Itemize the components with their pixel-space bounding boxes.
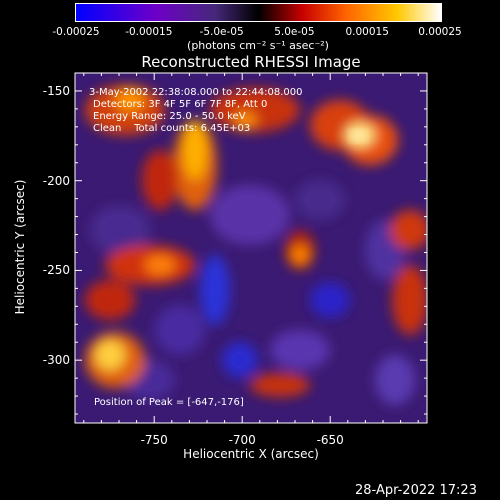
- x-tick-label: -650: [316, 433, 344, 447]
- colorbar: [75, 3, 442, 22]
- colorbar-tick-label: -0.00025: [52, 26, 100, 38]
- annotation-total-counts: Clean Total counts: 6.45E+03: [93, 123, 251, 134]
- annotation-time-range: 3-May-2002 22:38:08.000 to 22:44:08.000: [89, 87, 303, 98]
- colorbar-units-label: (photons cm⁻² s⁻¹ asec⁻²): [187, 39, 329, 52]
- footer-timestamp: 28-Apr-2022 17:23: [355, 483, 477, 498]
- heatmap-image: [75, 73, 427, 423]
- colorbar-tick-label: 0.00015: [345, 26, 389, 38]
- chart-title: Reconstructed RHESSI Image: [141, 53, 361, 71]
- axis-ticks: [75, 72, 427, 423]
- colorbar-tick-label: 5.0e-05: [274, 26, 315, 38]
- x-tick-label: -700: [228, 433, 256, 447]
- colorbar-tick-label: 0.00025: [418, 26, 462, 38]
- colorbar-tick-label: -5.0e-05: [199, 26, 244, 38]
- y-tick-label: -300: [42, 353, 70, 368]
- annotation-peak-position: Position of Peak = [-647,-176]: [94, 397, 244, 408]
- y-tick-label: -150: [42, 83, 70, 98]
- x-tick-label: -750: [140, 433, 168, 447]
- colorbar-tick-label: -0.00015: [125, 26, 173, 38]
- annotation-energy-range: Energy Range: 25.0 - 50.0 keV: [93, 111, 246, 122]
- y-tick-label: -200: [42, 173, 70, 188]
- y-axis-label: Heliocentric Y (arcsec): [13, 179, 27, 315]
- y-tick-label: -250: [42, 263, 70, 278]
- x-axis-label: Heliocentric X (arcsec): [183, 447, 319, 461]
- annotation-detectors: Detectors: 3F 4F 5F 6F 7F 8F, Att 0: [93, 99, 268, 110]
